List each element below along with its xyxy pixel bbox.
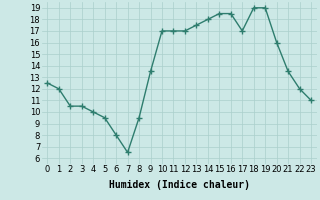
X-axis label: Humidex (Indice chaleur): Humidex (Indice chaleur) (109, 180, 250, 190)
